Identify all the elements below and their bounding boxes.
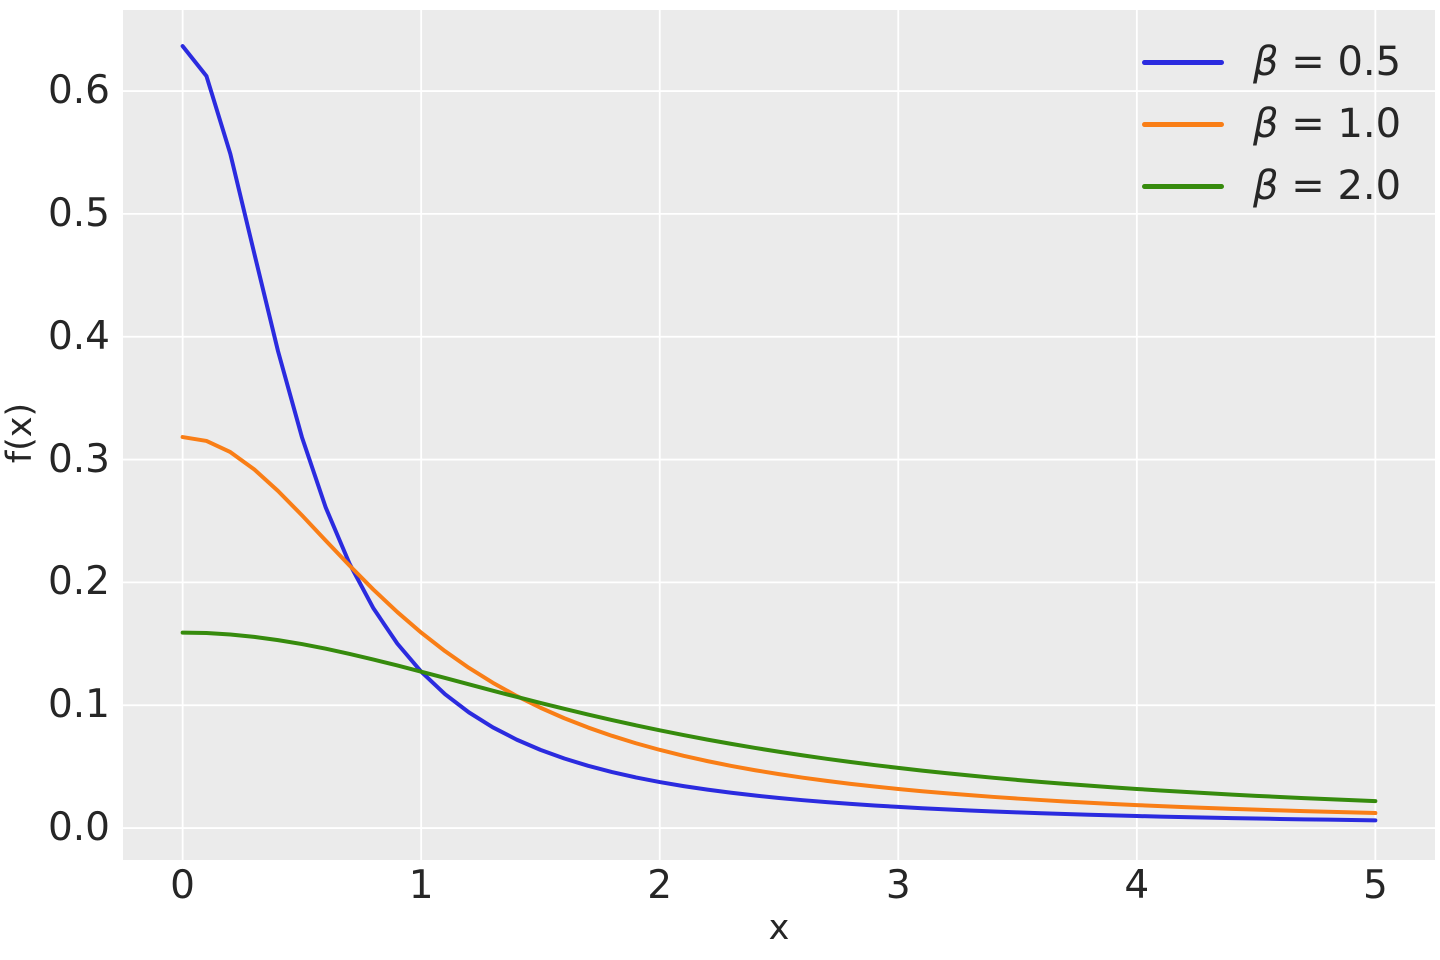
x-tick-label: 0: [170, 863, 196, 908]
legend-item: β = 0.5: [1142, 31, 1401, 93]
series-line: [180, 435, 1378, 816]
y-tick-label: 0.1: [47, 682, 110, 728]
y-tick-label: 0.6: [47, 68, 110, 114]
series-line: [180, 44, 1378, 823]
y-axis-label: f(x): [0, 402, 40, 464]
legend-item: β = 2.0: [1142, 155, 1401, 217]
x-tick-label: 2: [647, 863, 673, 908]
y-tick-label: 0.4: [47, 313, 110, 359]
y-tick-label: 0.2: [47, 559, 110, 605]
series-line: [180, 630, 1378, 804]
legend-item: β = 1.0: [1142, 93, 1401, 155]
plot-background: [123, 10, 1435, 860]
legend-label: β = 2.0: [1253, 163, 1402, 209]
x-tick-label: 5: [1362, 863, 1388, 908]
y-tick-label: 0.5: [47, 190, 110, 236]
legend-line-swatch-icon: [1142, 59, 1224, 65]
legend-line-swatch-icon: [1142, 121, 1224, 127]
x-tick-label: 4: [1124, 863, 1150, 908]
x-axis-label: x: [768, 908, 790, 948]
legend-label: β = 1.0: [1253, 101, 1402, 147]
legend: β = 0.5 β = 1.0 β = 2.0: [1142, 31, 1401, 217]
legend-line-swatch-icon: [1142, 183, 1224, 189]
y-tick-label: 0.0: [47, 805, 110, 851]
x-tick-label: 3: [885, 863, 911, 908]
x-tick-label: 1: [408, 863, 434, 908]
y-tick-label: 0.3: [47, 436, 110, 482]
legend-label: β = 0.5: [1253, 39, 1402, 85]
